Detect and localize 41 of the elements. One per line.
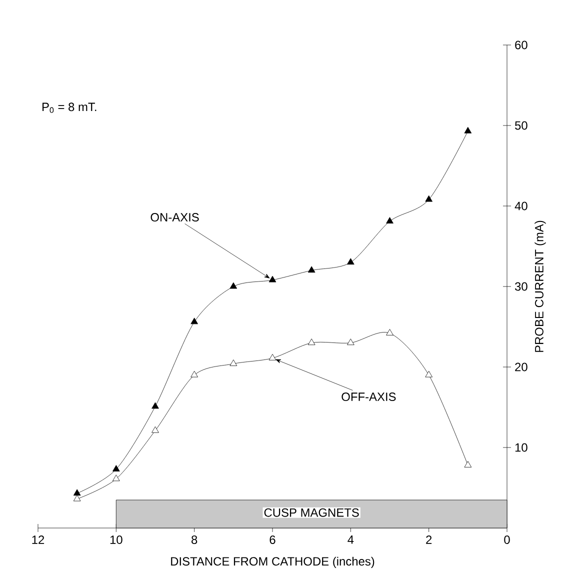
y-axis-title: PROBE CURRENT (mA) bbox=[534, 220, 546, 352]
point bbox=[308, 266, 316, 273]
y-tick-label: 60 bbox=[515, 40, 528, 50]
y-tick-label: 30 bbox=[514, 282, 528, 291]
point bbox=[347, 258, 354, 265]
x-tick-label: 2 bbox=[426, 536, 432, 544]
x-tick-label: 4 bbox=[348, 536, 354, 544]
annotation: ON-AXIS bbox=[150, 213, 199, 222]
point bbox=[425, 370, 432, 378]
y-tick-label: 40 bbox=[514, 202, 528, 210]
x-tick-label: 0 bbox=[504, 536, 510, 544]
point bbox=[73, 489, 81, 496]
point bbox=[73, 494, 81, 502]
x-tick-label: 10 bbox=[110, 536, 122, 544]
x-tick-label: 8 bbox=[192, 536, 198, 544]
point bbox=[152, 402, 159, 409]
x-axis-title: DISTANCE FROM CATHODE (inches) bbox=[171, 556, 374, 568]
point bbox=[386, 217, 394, 224]
y-tick-label: 20 bbox=[515, 362, 528, 372]
point bbox=[190, 370, 198, 378]
band-label: CUSP MAGNETS bbox=[264, 508, 359, 517]
y-tick-label: 50 bbox=[515, 121, 528, 130]
point bbox=[425, 195, 432, 202]
point bbox=[268, 354, 276, 360]
point bbox=[268, 276, 276, 282]
point bbox=[464, 126, 472, 134]
point bbox=[230, 360, 238, 366]
point bbox=[308, 338, 316, 346]
x-tick-label: 12 bbox=[32, 536, 44, 544]
point bbox=[112, 474, 120, 482]
point bbox=[152, 426, 159, 433]
point bbox=[230, 282, 238, 289]
point bbox=[386, 328, 394, 336]
point bbox=[347, 338, 354, 346]
y-tick-label: 10 bbox=[515, 443, 528, 452]
x-tick-label: 6 bbox=[270, 536, 276, 544]
point bbox=[190, 318, 198, 324]
point bbox=[112, 465, 120, 472]
annotation: P$_{0}$ = 8 mT. bbox=[42, 102, 96, 113]
annotation: OFF-AXIS bbox=[342, 392, 396, 401]
point bbox=[464, 461, 472, 468]
